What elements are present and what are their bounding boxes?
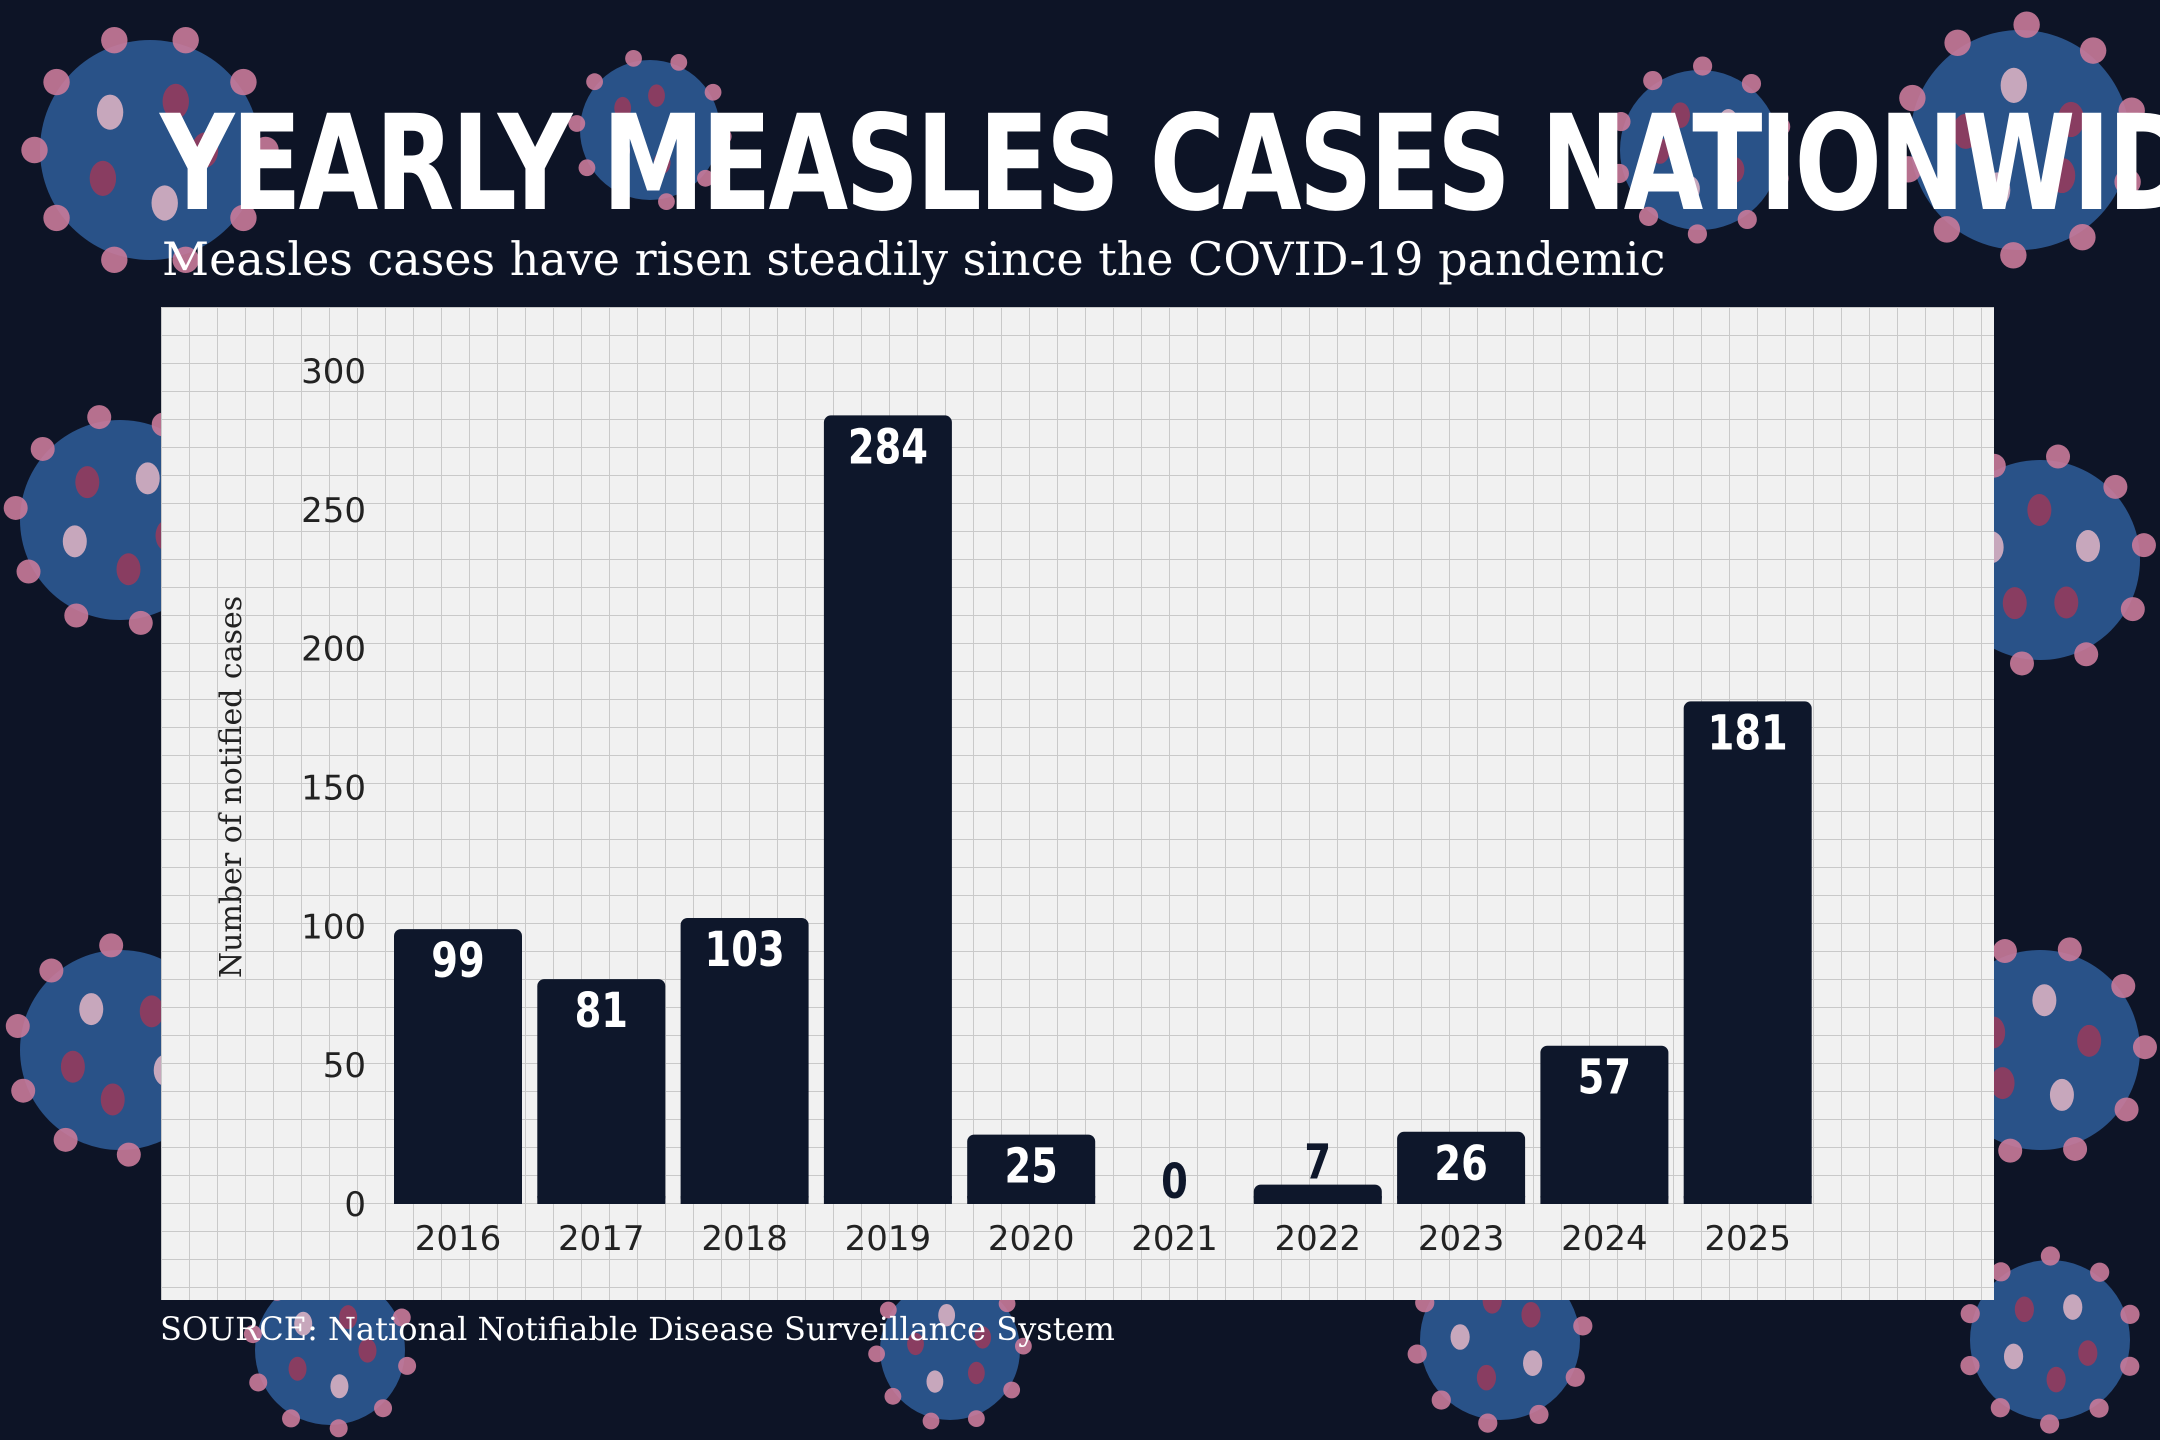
bar-base	[1540, 1196, 1669, 1204]
data-label: 81	[575, 984, 628, 1039]
data-label: 284	[848, 420, 928, 475]
data-label: 0	[1161, 1155, 1188, 1210]
x-tick-label: 2022	[1275, 1219, 1362, 1259]
page-title: YEARLY MEASLES CASES NATIONWIDE	[160, 87, 2160, 241]
x-tick-label: 2024	[1561, 1219, 1648, 1259]
data-label: 181	[1708, 706, 1788, 761]
virus-icon	[21, 26, 279, 274]
bar-base	[537, 1196, 666, 1204]
data-label: 26	[1434, 1137, 1487, 1192]
bar-2020	[967, 1134, 1096, 1204]
y-axis-label: Number of notified cases	[214, 596, 249, 978]
page-subtitle: Measles cases have risen steadily since …	[162, 232, 1666, 286]
y-tick-label: 100	[301, 907, 366, 947]
x-tick-label: 2017	[558, 1219, 645, 1259]
bar-2016	[394, 929, 522, 1204]
y-tick-label: 0	[344, 1185, 366, 1225]
bar-2017	[537, 979, 666, 1204]
bar-base	[1683, 1196, 1812, 1204]
virus-icon	[568, 49, 732, 211]
x-tick-label: 2023	[1418, 1219, 1505, 1259]
bar-2023	[1397, 1131, 1526, 1204]
bar-base	[1397, 1196, 1526, 1204]
x-tick-label: 2018	[701, 1219, 788, 1259]
virus-icon	[1960, 1246, 2140, 1434]
virus-icon	[1609, 56, 1791, 244]
data-label: 103	[705, 923, 785, 978]
bar-base	[1253, 1196, 1382, 1204]
bar-base	[967, 1196, 1096, 1204]
x-tick-label: 2019	[845, 1219, 932, 1259]
bar-base	[394, 1196, 522, 1204]
x-tick-label: 2021	[1131, 1219, 1218, 1259]
bar-2025	[1683, 701, 1812, 1204]
x-tick-label: 2025	[1704, 1219, 1791, 1259]
bar-2019	[823, 415, 952, 1205]
bar-2024	[1540, 1045, 1669, 1204]
y-tick-label: 150	[301, 769, 366, 809]
x-tick-label: 2016	[415, 1219, 502, 1259]
bar-base	[680, 1196, 809, 1204]
bar-base	[823, 1196, 952, 1204]
source-note: SOURCE: National Notifiable Disease Surv…	[160, 1310, 1115, 1348]
virus-icon	[1895, 11, 2145, 269]
y-tick-label: 200	[301, 630, 366, 670]
data-label: 57	[1578, 1051, 1631, 1106]
y-tick-label: 250	[301, 491, 366, 531]
bar-2018	[680, 918, 809, 1204]
x-tick-label: 2020	[988, 1219, 1075, 1259]
data-label: 99	[431, 934, 484, 989]
y-tick-label: 50	[323, 1046, 366, 1086]
data-label: 7	[1304, 1135, 1331, 1190]
y-tick-label: 300	[301, 352, 366, 392]
data-label: 25	[1004, 1140, 1057, 1195]
